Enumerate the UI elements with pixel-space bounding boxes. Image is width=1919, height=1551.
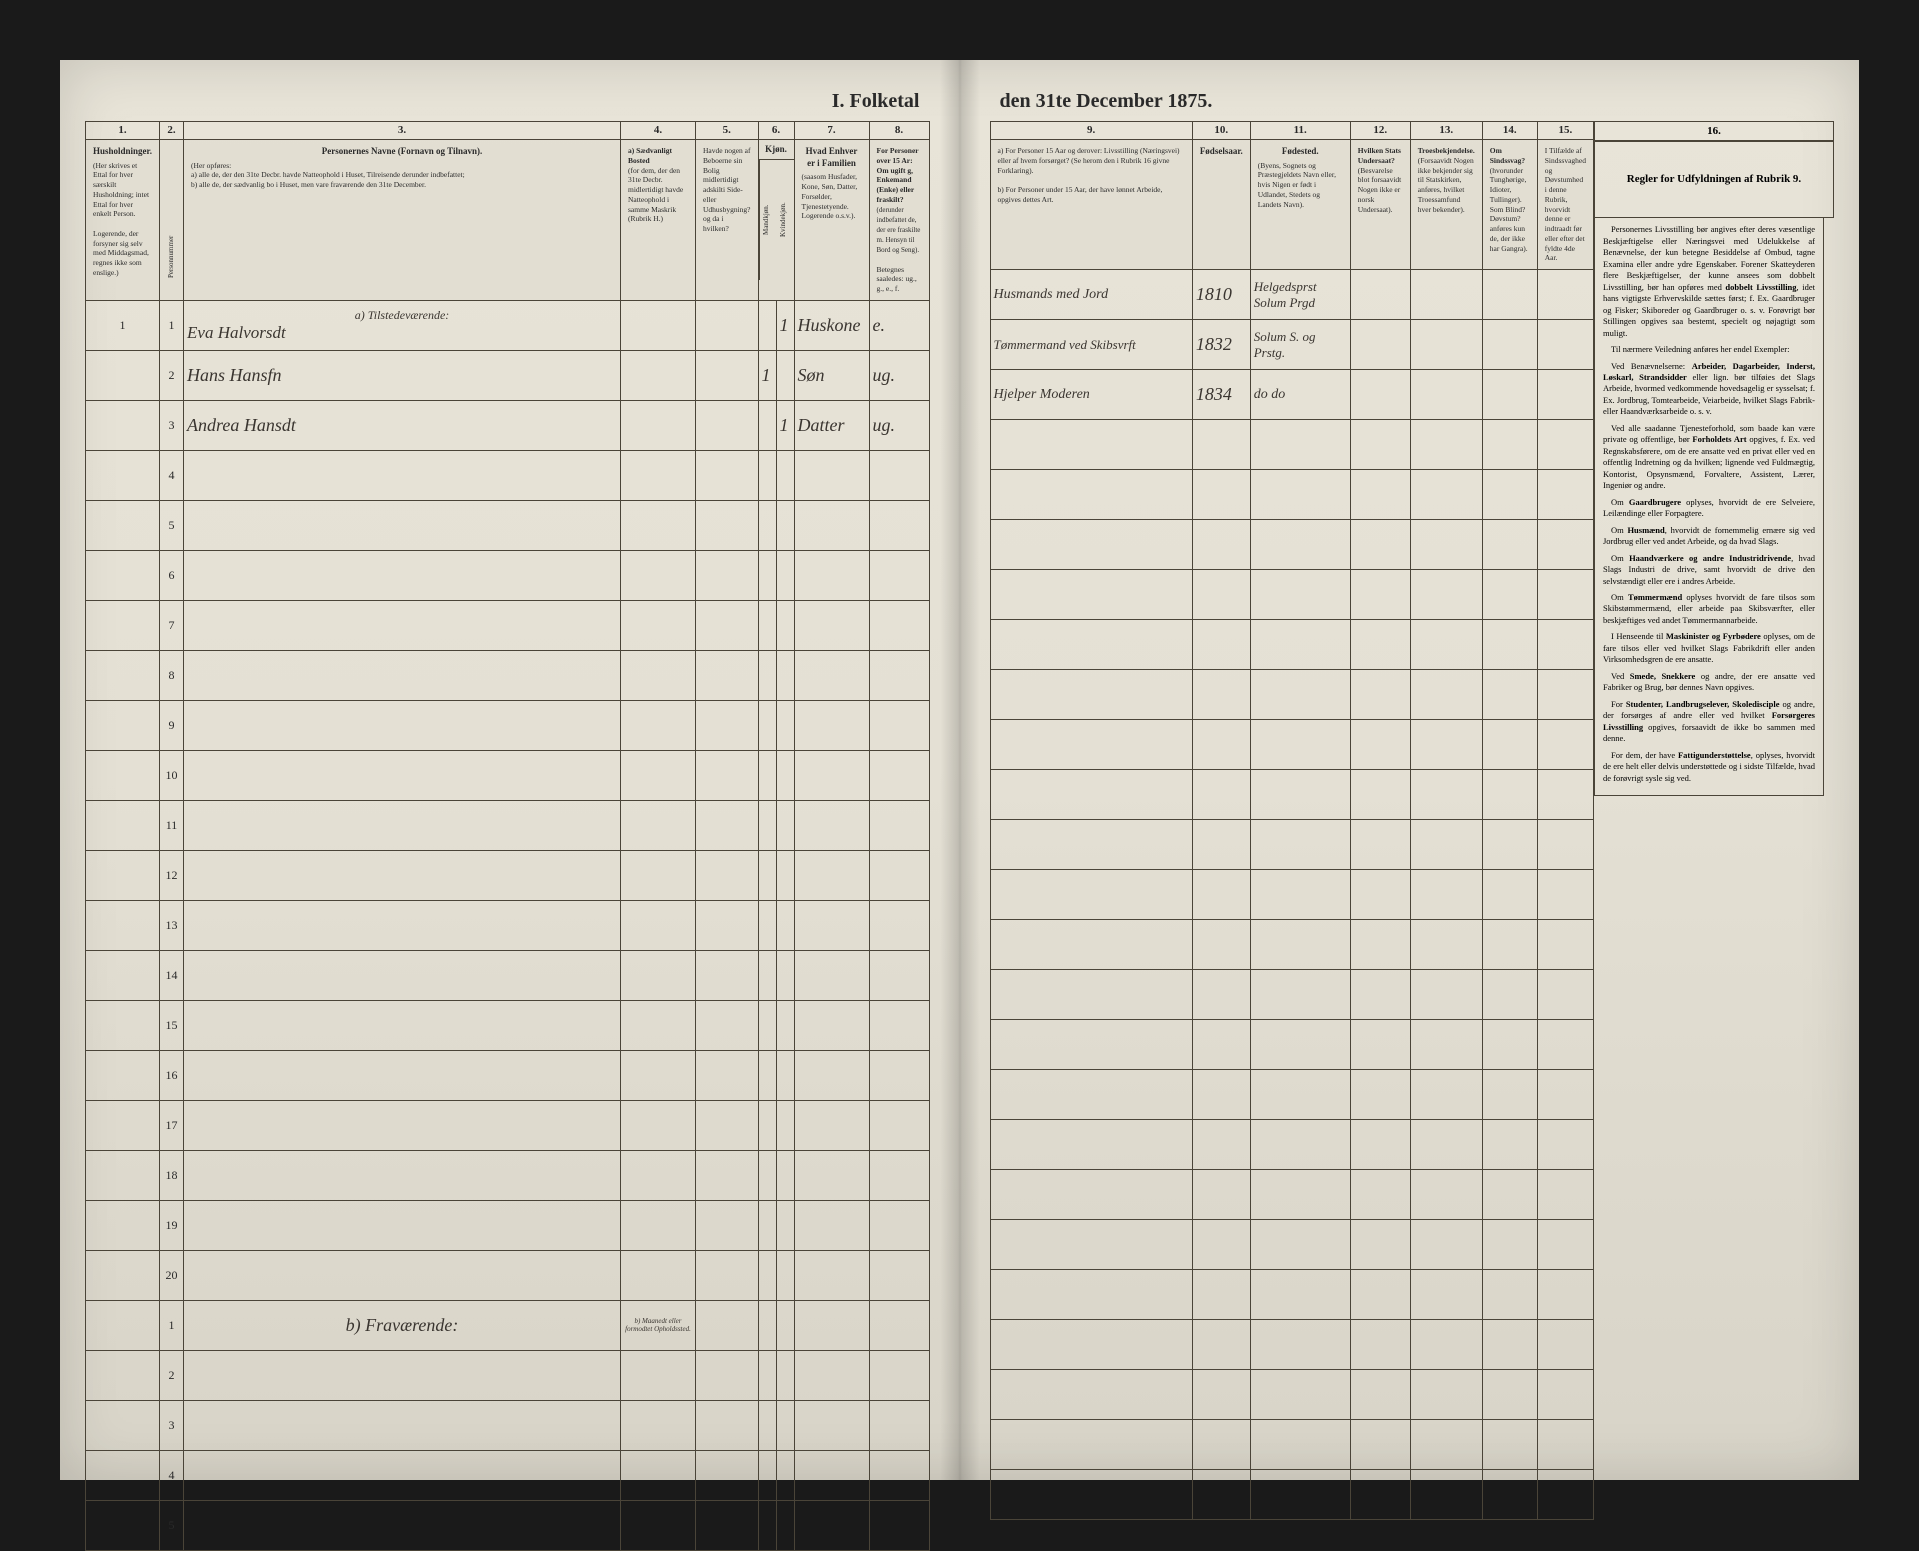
table-row: 14 (86, 950, 930, 1000)
table-row (990, 670, 1594, 720)
left-page: I. Folketal 1. 2. 3. 4. 5. 6. 7. 8. Hush… (60, 60, 960, 1480)
table-row: 7 (86, 600, 930, 650)
table-row (990, 420, 1594, 470)
table-row: 10 (86, 750, 930, 800)
table-row (990, 1020, 1594, 1070)
rules-header: Regler for Udfyldningen af Rubrik 9. (1594, 141, 1834, 218)
table-row: 2 Hans Hansfn 1 Søn ug. (86, 350, 930, 400)
column-number-row: 1. 2. 3. 4. 5. 6. 7. 8. (86, 122, 930, 140)
table-row: 4 (86, 1450, 930, 1500)
table-row: 3 (86, 1400, 930, 1450)
table-row: 16 (86, 1050, 930, 1100)
table-row: 2 (86, 1350, 930, 1400)
table-row (990, 1120, 1594, 1170)
header-row: a) For Personer 15 Aar og derover: Livss… (990, 140, 1594, 270)
page-title-right: den 31te December 1875. (990, 90, 1835, 113)
table-row: 5 (86, 1500, 930, 1550)
section-b-header: 1 b) Fraværende: b) Maanedt eller formod… (86, 1300, 930, 1350)
header-c2: Personnummer (159, 140, 183, 301)
table-row: 5 (86, 500, 930, 550)
table-row: 15 (86, 1000, 930, 1050)
header-c5: Havde nogen af Beboerne sin Bolig midler… (696, 140, 759, 301)
census-table-left: 1. 2. 3. 4. 5. 6. 7. 8. Husholdninger. (… (85, 121, 930, 1551)
header-c3: Personernes Navne (Fornavn og Tilnavn). … (184, 140, 621, 301)
table-row (990, 470, 1594, 520)
table-row: 3 Andrea Hansdt 1 Datter ug. (86, 400, 930, 450)
table-row: 18 (86, 1150, 930, 1200)
header-c14: Om Sindssvag? (hvorunder Tunghørige, Idi… (1482, 140, 1537, 270)
table-row (990, 1420, 1594, 1470)
header-c6: Kjøn. Mandkjøn. Kvindekjøn. (758, 140, 794, 301)
table-row (990, 720, 1594, 770)
table-row: 12 (86, 850, 930, 900)
table-row (990, 920, 1594, 970)
table-row: Husmands med Jord 1810 Helgedsprst Solum… (990, 270, 1594, 320)
table-row (990, 820, 1594, 870)
rules-column: 16. Regler for Udfyldningen af Rubrik 9.… (1594, 121, 1834, 1451)
table-row (990, 1220, 1594, 1270)
table-row (990, 1370, 1594, 1420)
header-c12: Hvilken Stats Undersaat? (Besvarelse blo… (1350, 140, 1410, 270)
header-c11: Fødested. (Byens, Sognets og Præstegjeld… (1250, 140, 1350, 270)
header-c10: Fødselsaar. (1192, 140, 1250, 270)
right-page: den 31te December 1875. 9. 10. 11. 12. 1… (960, 60, 1860, 1480)
table-row: 4 (86, 450, 930, 500)
col-16-number: 16. (1594, 121, 1834, 141)
table-row: 6 (86, 550, 930, 600)
header-c7: Hvad Enhver er i Familien (saasom Husfad… (794, 140, 869, 301)
scan-frame: I. Folketal 1. 2. 3. 4. 5. 6. 7. 8. Hush… (20, 20, 1899, 1520)
rules-text: Personernes Livsstilling bør angives eft… (1594, 218, 1824, 796)
table-row: 11 (86, 800, 930, 850)
census-page: I. Folketal 1. 2. 3. 4. 5. 6. 7. 8. Hush… (60, 60, 1859, 1480)
header-c13: Troesbekjendelse. (Forsaavidt Nogen ikke… (1410, 140, 1482, 270)
table-row: 8 (86, 650, 930, 700)
table-row: Hjelper Moderen 1834 do do (990, 370, 1594, 420)
table-row (990, 620, 1594, 670)
table-row: 19 (86, 1200, 930, 1250)
table-row (990, 770, 1594, 820)
table-row (990, 1070, 1594, 1120)
table-row (990, 1270, 1594, 1320)
header-c15: I Tilfælde af Sindssvaghed og Døvstumhed… (1537, 140, 1593, 270)
table-row (990, 1170, 1594, 1220)
header-c1: Husholdninger. (Her skrives et Ettal for… (86, 140, 160, 301)
section-a-header: 1 1 a) Tilstedeværende: Eva Halvorsdt 1 … (86, 300, 930, 350)
census-table-right: 9. 10. 11. 12. 13. 14. 15. a) For Person (990, 121, 1595, 1520)
table-row (990, 570, 1594, 620)
header-row: Husholdninger. (Her skrives et Ettal for… (86, 140, 930, 301)
table-row (990, 870, 1594, 920)
page-title-left: I. Folketal (85, 90, 930, 113)
table-row: 9 (86, 700, 930, 750)
table-row (990, 1320, 1594, 1370)
table-row (990, 520, 1594, 570)
table-row: 17 (86, 1100, 930, 1150)
header-c9: a) For Personer 15 Aar og derover: Livss… (990, 140, 1192, 270)
table-row: Tømmermand ved Skibsvrft 1832 Solum S. o… (990, 320, 1594, 370)
table-row: 13 (86, 900, 930, 950)
table-row (990, 1470, 1594, 1520)
table-row (990, 970, 1594, 1020)
header-c4: a) Sædvanligt Bosted (for dem, der den 3… (621, 140, 696, 301)
column-number-row: 9. 10. 11. 12. 13. 14. 15. (990, 122, 1594, 140)
header-c8: For Personer over 15 Ar: Om ugift g, Enk… (869, 140, 929, 301)
table-row: 20 (86, 1250, 930, 1300)
